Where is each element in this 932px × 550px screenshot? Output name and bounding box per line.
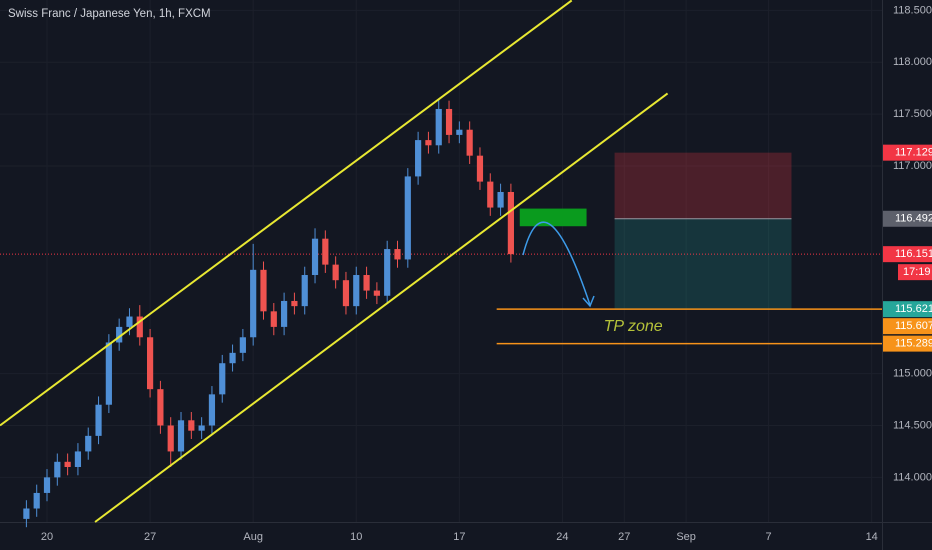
candle-body <box>404 176 411 260</box>
chart-title: Swiss Franc / Japanese Yen, 1h, FXCM <box>8 8 211 20</box>
price-tag-label: 115.607 <box>895 320 932 332</box>
candle-body <box>435 108 442 146</box>
candle-body <box>322 238 329 265</box>
candle-body <box>456 129 463 135</box>
candle-body <box>311 238 319 276</box>
candle-body <box>466 129 473 156</box>
y-tick-label: 118.000 <box>893 56 932 68</box>
candle-body <box>147 337 154 390</box>
candle-body <box>95 404 102 436</box>
countdown-tag <box>898 264 932 281</box>
candle-body <box>33 492 40 509</box>
candle-body <box>23 508 30 519</box>
candle-body <box>415 140 422 177</box>
candle-body <box>85 435 92 452</box>
tp-zone-label: TP zone <box>604 318 663 335</box>
candle-body <box>281 300 288 327</box>
arrow-head <box>582 295 595 308</box>
candle-body <box>332 264 339 281</box>
candle-body <box>64 461 71 467</box>
channel-line <box>0 0 573 427</box>
candle-body <box>291 300 298 307</box>
candle-body <box>373 290 380 296</box>
x-tick-label: 27 <box>144 531 156 543</box>
price-tag-label: 116.492 <box>895 213 932 225</box>
candle-body <box>198 425 205 431</box>
x-tick-label: 17 <box>453 531 465 543</box>
candle-body <box>497 191 504 208</box>
candle-body <box>136 316 143 338</box>
x-tick-label: 24 <box>556 531 568 543</box>
price-tag <box>883 210 932 227</box>
price-tag <box>883 318 932 335</box>
entry-zone <box>519 208 587 227</box>
y-tick-label: 118.500 <box>893 4 932 16</box>
candle-body <box>43 477 51 493</box>
candle-body <box>301 275 308 307</box>
y-tick-label: 115.000 <box>893 368 932 380</box>
price-tag <box>883 144 932 161</box>
candle-body <box>167 425 174 452</box>
candle-body <box>239 337 246 353</box>
x-tick-label: 27 <box>618 531 630 543</box>
x-tick-label: Aug <box>243 531 263 543</box>
x-tick-label: 7 <box>766 531 772 543</box>
candle-body <box>188 420 195 431</box>
candle-body <box>384 249 391 296</box>
candle-body <box>445 108 453 135</box>
candle-body <box>250 269 257 338</box>
price-tag-label: 115.621 <box>895 303 932 315</box>
y-tick-label: 114.500 <box>893 419 932 431</box>
candle-body <box>270 311 277 327</box>
candle-body <box>507 191 514 255</box>
y-tick-label: 117.500 <box>893 108 932 120</box>
projection-arrow <box>522 221 591 306</box>
channel-line <box>94 92 669 523</box>
candle-body <box>177 420 185 452</box>
price-tag <box>883 246 932 263</box>
candle-body <box>229 352 236 364</box>
candle-body <box>219 363 226 395</box>
price-tag <box>883 301 932 318</box>
price-tag-label: 116.151 <box>895 248 932 260</box>
candle-body <box>487 181 494 208</box>
candle-body <box>394 249 401 260</box>
candle-body <box>363 275 370 291</box>
price-tag <box>883 335 932 352</box>
candle-body <box>425 140 432 146</box>
candle-body <box>342 280 350 307</box>
candle-body <box>74 451 82 467</box>
x-tick-label: 20 <box>41 531 53 543</box>
candle-body <box>208 394 216 426</box>
candle-body <box>476 155 484 182</box>
target-zone <box>614 218 792 310</box>
y-tick-label: 114.000 <box>893 471 932 483</box>
countdown-label: 17:19 <box>903 266 931 278</box>
x-tick-label: 10 <box>350 531 362 543</box>
candle-body <box>54 461 61 478</box>
price-tag-label: 117.129 <box>895 147 932 159</box>
stop-zone <box>614 152 792 219</box>
candle-body <box>260 269 267 312</box>
candle-body <box>353 275 360 307</box>
x-tick-label: 14 <box>866 531 878 543</box>
y-tick-label: 117.000 <box>893 160 932 172</box>
candle-body <box>105 342 112 405</box>
candle-body <box>157 389 164 426</box>
candle-body <box>126 316 133 327</box>
x-tick-label: Sep <box>676 531 696 543</box>
price-tag-label: 115.289 <box>895 338 932 350</box>
candle-body <box>116 326 123 343</box>
